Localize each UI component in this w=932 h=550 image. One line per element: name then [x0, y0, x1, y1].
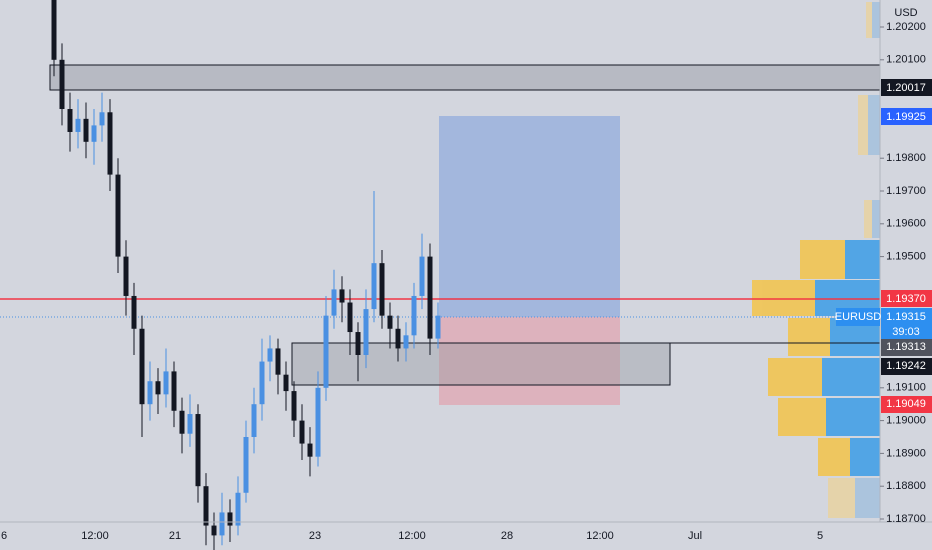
candle-body: [299, 420, 305, 444]
y-tick-label: 1.18900: [886, 447, 926, 459]
candle-body: [179, 410, 185, 434]
candle-body: [211, 525, 217, 536]
y-tick-label: 1.20200: [886, 21, 926, 33]
candle-body: [227, 512, 233, 526]
price-tag: 1.19370: [886, 293, 926, 305]
candle-body: [355, 332, 361, 355]
candle-body: [147, 381, 153, 405]
tag-bg: [881, 339, 932, 356]
symbol: EURUSD: [835, 311, 882, 323]
candle-body: [395, 328, 401, 349]
candle-body: [283, 374, 289, 392]
candle-body: [59, 59, 65, 109]
candle-body: [91, 125, 97, 142]
candle-body: [331, 289, 337, 316]
y-tick-label: 1.19000: [886, 415, 926, 427]
candle-body: [411, 295, 417, 336]
candle-body: [83, 118, 89, 142]
price-tag: 1.19242: [886, 360, 926, 372]
candle-body: [163, 371, 169, 395]
candle-body: [347, 302, 353, 333]
candle-body: [315, 387, 321, 457]
candle-body: [243, 437, 249, 493]
y-tick-label: 1.19600: [886, 218, 926, 230]
x-tick-label: 6: [1, 530, 7, 542]
candle-body: [203, 486, 209, 526]
candle-body: [219, 512, 225, 536]
candle-body: [235, 492, 241, 526]
candle-body: [187, 414, 193, 434]
candle-body: [403, 335, 409, 349]
x-tick-label: 12:00: [586, 530, 614, 542]
candle-body: [307, 443, 313, 457]
candle-body: [51, 0, 57, 60]
candle-body: [75, 118, 81, 132]
x-tick-label: 5: [817, 530, 823, 542]
candle-body: [339, 289, 345, 303]
candle-body: [291, 391, 297, 421]
candle-body: [123, 256, 129, 296]
y-tick-label: 1.18700: [886, 513, 926, 525]
candle-body: [387, 315, 393, 329]
price-tag: 1.19925: [886, 111, 926, 123]
candle-body: [275, 348, 281, 375]
price-tag: 1.19313: [886, 341, 926, 353]
x-tick-label: Jul: [688, 530, 702, 542]
tag-bg: [881, 358, 932, 375]
price-tag: 1.19049: [886, 398, 926, 410]
y-tick-label: 1.19700: [886, 185, 926, 197]
candle-body: [363, 309, 369, 355]
candle-body: [99, 112, 105, 126]
candle-body: [427, 256, 433, 339]
tag-bg: [881, 290, 932, 307]
x-tick-label: 21: [169, 530, 181, 542]
target-zone: [439, 116, 620, 317]
tag-bg: [881, 79, 932, 96]
candle-body: [171, 371, 177, 411]
supply-zone: [49, 64, 881, 91]
symbol-bg: [836, 308, 880, 326]
candle-body: [251, 404, 257, 437]
candle-body: [323, 315, 329, 388]
candle-body: [259, 361, 265, 405]
candle-body: [195, 414, 201, 487]
x-tick-label: 28: [501, 530, 513, 542]
candle-body: [131, 295, 137, 329]
demand-zone: [291, 342, 671, 386]
candle-body: [379, 263, 385, 316]
candles: [51, 0, 441, 550]
y-tick-label: 1.20100: [886, 54, 926, 66]
y-tick-label: 1.19100: [886, 382, 926, 394]
y-tick-label: 1.19800: [886, 152, 926, 164]
y-tick-label: 1.18800: [886, 480, 926, 492]
y-tick-label: 1.19500: [886, 251, 926, 263]
candle-body: [435, 315, 441, 339]
candle-body: [371, 263, 377, 310]
price-tag: 1.19315: [886, 311, 926, 323]
x-tick-label: 12:00: [81, 530, 109, 542]
price-axis: 1.20200 1.20100 1.19800 1.19700 1.19600 1.195…: [880, 21, 926, 525]
candle-body: [155, 381, 161, 395]
tag-bg: [881, 308, 932, 340]
candle-body: [267, 348, 273, 362]
currency: USD: [894, 7, 917, 19]
price-tag: 1.20017: [886, 82, 926, 94]
candle-body: [67, 109, 73, 132]
candle-body: [107, 112, 113, 175]
x-tick-label: 23: [309, 530, 321, 542]
countdown: 39:03: [892, 326, 920, 338]
x-tick-label: 12:00: [398, 530, 426, 542]
candle-body: [115, 174, 121, 257]
tag-bg: [881, 108, 932, 125]
stop-zone: [439, 317, 620, 405]
candle-body: [139, 328, 145, 405]
candle-body: [419, 256, 425, 296]
tag-bg: [881, 396, 932, 413]
